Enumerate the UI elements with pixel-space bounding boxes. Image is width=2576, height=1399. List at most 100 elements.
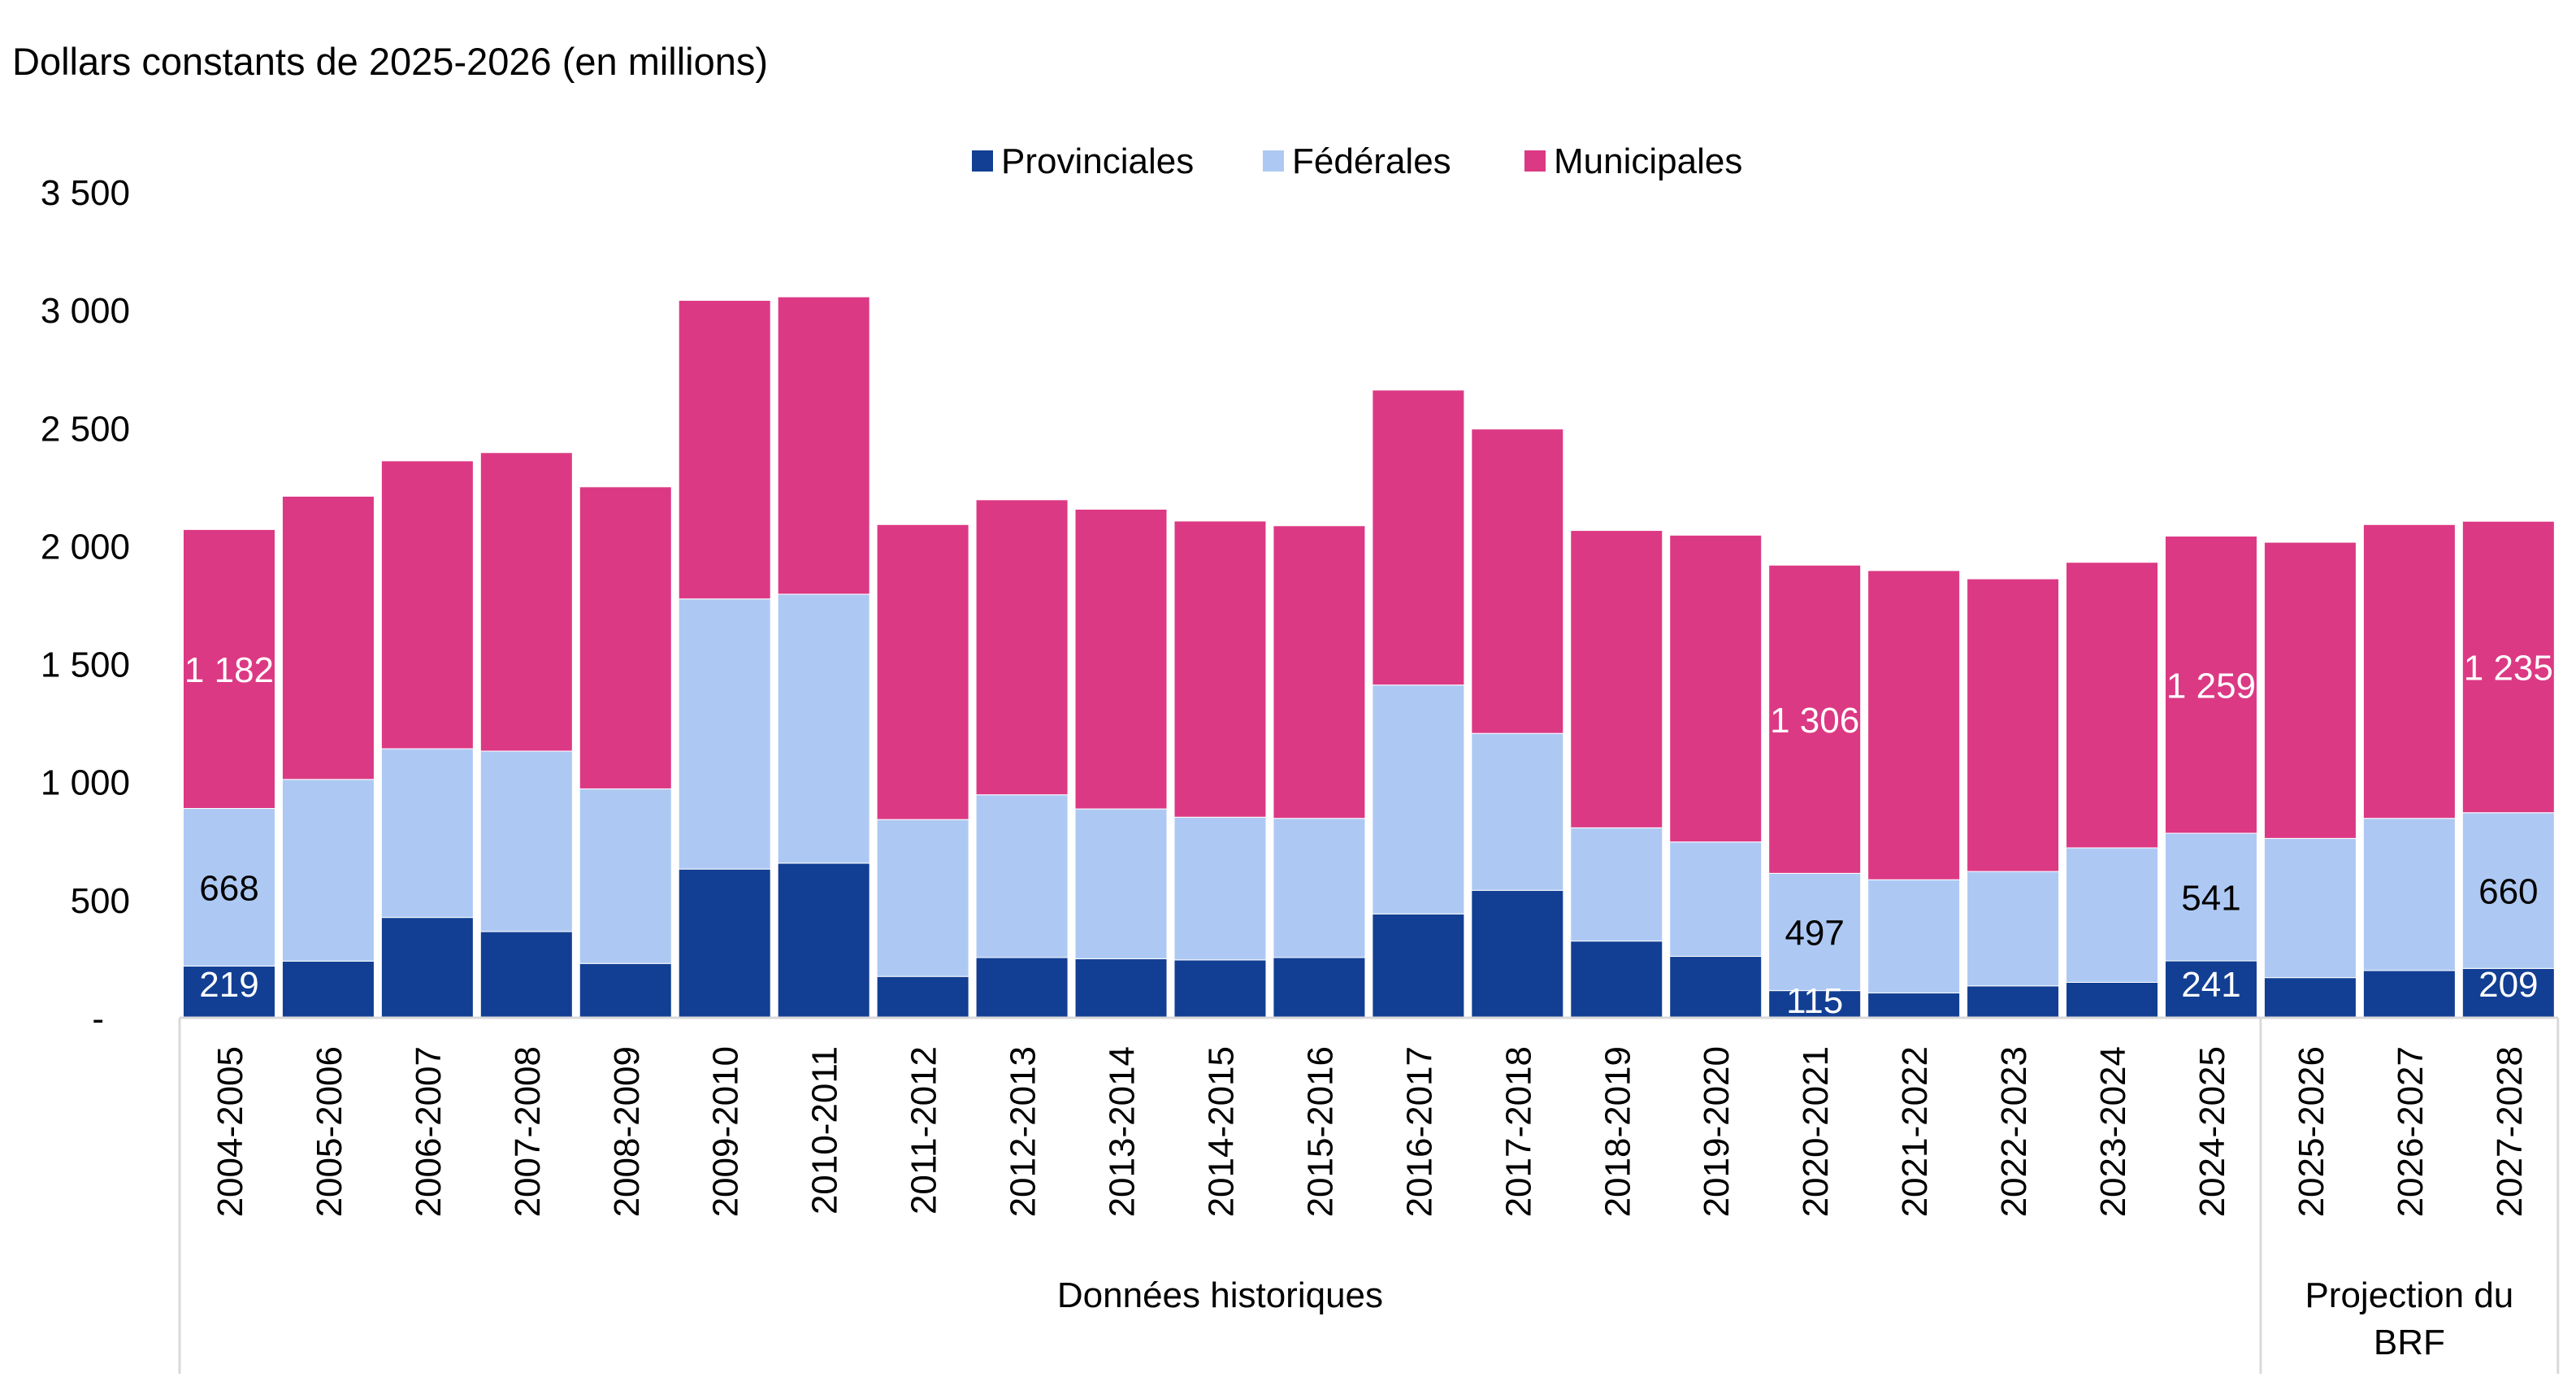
x-tick-label: 2011-2012	[904, 1046, 944, 1214]
bar-municipales-2019-2020	[1669, 534, 1763, 843]
data-labels: 219 668 1 182 115 497 1 306 241 541 1 259 209 660 1…	[184, 648, 2553, 1021]
legend-item-federales: Fédérales	[1263, 141, 1451, 181]
bar-federales-2018-2019	[1570, 827, 1663, 942]
bar-federales-2010-2011	[777, 593, 870, 864]
bar-provinciales-2019-2020	[1669, 956, 1763, 1019]
bar-provinciales-2023-2024	[2066, 981, 2159, 1019]
bar-municipales-2023-2024	[2066, 562, 2159, 849]
bar-provinciales-2024-2025	[2164, 960, 2257, 1019]
bar-federales-2007-2008	[479, 750, 573, 932]
bar-municipales-2015-2016	[1273, 525, 1366, 819]
data-label: 497	[1785, 913, 1844, 953]
data-label: 219	[199, 965, 258, 1005]
bar-provinciales-2004-2005	[182, 965, 275, 1019]
bar-federales-2019-2020	[1669, 841, 1763, 958]
bar-federales-2020-2021	[1768, 872, 1862, 992]
bar-federales-2013-2014	[1074, 808, 1168, 959]
bar-federales-2014-2015	[1173, 816, 1267, 961]
bar-municipales-2009-2010	[678, 300, 771, 600]
bar-federales-2023-2024	[2066, 847, 2159, 983]
group-donnees-historiques: Données historiques	[1057, 1275, 1383, 1315]
bar-provinciales-2025-2026	[2263, 977, 2357, 1019]
x-tick-label: 2005-2006	[310, 1046, 349, 1217]
group-label: BRF	[2374, 1323, 2445, 1362]
bar-provinciales-2005-2006	[281, 960, 375, 1019]
group-projection-du-brf: Projection du BRF	[2305, 1275, 2513, 1362]
legend-item-provinciales: Provinciales	[972, 141, 1194, 181]
bar-municipales-2007-2008	[479, 452, 573, 752]
bar-provinciales-2006-2007	[380, 917, 474, 1019]
data-label: 1 235	[2464, 648, 2553, 688]
bar-federales-2025-2026	[2263, 837, 2357, 979]
legend-label: Fédérales	[1292, 141, 1451, 181]
legend-swatch	[972, 150, 993, 172]
x-tick-label: 2006-2007	[409, 1046, 449, 1217]
y-tick-label: 1 500	[41, 645, 130, 685]
data-label: 1 182	[184, 650, 274, 690]
bar-municipales-2016-2017	[1372, 389, 1465, 686]
bar-federales-2004-2005	[182, 808, 275, 967]
bar-municipales-2024-2025	[2164, 536, 2257, 834]
group-label: Données historiques	[1057, 1275, 1383, 1315]
bar-municipales-2026-2027	[2362, 524, 2456, 819]
bar-municipales-2010-2011	[777, 296, 870, 595]
bar-municipales-2004-2005	[182, 528, 275, 810]
bar-federales-2026-2027	[2362, 818, 2456, 971]
bar-federales-2015-2016	[1273, 818, 1366, 958]
bar-provinciales-2015-2016	[1273, 957, 1366, 1019]
legend-swatch	[1524, 150, 1546, 172]
bar-federales-2027-2028	[2461, 812, 2555, 969]
bar-federales-2024-2025	[2164, 832, 2257, 962]
x-tick-label: 2012-2013	[1004, 1046, 1043, 1217]
bar-provinciales-2017-2018	[1471, 889, 1564, 1019]
bar-municipales-2020-2021	[1768, 564, 1862, 874]
x-tick-label: 2027-2028	[2490, 1046, 2530, 1217]
bar-municipales-2012-2013	[975, 499, 1069, 796]
x-tick-label: 2025-2026	[2292, 1046, 2331, 1217]
bar-provinciales-2014-2015	[1173, 959, 1267, 1019]
bar-municipales-2013-2014	[1074, 508, 1168, 810]
x-tick-label: 2020-2021	[1796, 1046, 1836, 1217]
bar-federales-2022-2023	[1967, 871, 2060, 987]
bar-federales-2006-2007	[380, 748, 474, 919]
data-label: 1 306	[1770, 701, 1859, 741]
bar-municipales-2006-2007	[380, 460, 474, 749]
bar-provinciales-2011-2012	[876, 975, 969, 1019]
bar-provinciales-2012-2013	[975, 957, 1069, 1019]
group-label: Projection du	[2305, 1275, 2513, 1315]
x-tick-label: 2008-2009	[607, 1046, 647, 1217]
y-tick-label: -	[92, 999, 104, 1039]
bar-provinciales-2021-2022	[1867, 993, 1961, 1019]
data-label: 115	[1786, 981, 1843, 1021]
bar-provinciales-2016-2017	[1372, 913, 1465, 1019]
x-tick-label: 2017-2018	[1498, 1046, 1538, 1217]
y-tick-label: 1 000	[41, 763, 130, 803]
bar-provinciales-2020-2021	[1768, 990, 1862, 1019]
bar-municipales-2017-2018	[1471, 428, 1564, 734]
x-tick-label: 2021-2022	[1895, 1046, 1935, 1217]
bar-municipales-2005-2006	[281, 495, 375, 780]
bar-federales-2011-2012	[876, 819, 969, 977]
bar-provinciales-2007-2008	[479, 931, 573, 1019]
x-axis: 2004-2005 2005-2006 2006-2007 2007-2008 2008…	[180, 1016, 2558, 1217]
bar-provinciales-2013-2014	[1074, 958, 1168, 1019]
y-tick-label: 3 500	[41, 173, 130, 213]
bar-federales-2016-2017	[1372, 684, 1465, 915]
bar-municipales-2011-2012	[876, 524, 969, 820]
legend-label: Municipales	[1554, 141, 1742, 181]
x-tick-label: 2013-2014	[1103, 1046, 1143, 1217]
bar-provinciales-2008-2009	[579, 962, 672, 1019]
chart-title: Dollars constants de 2025-2026 (en milli…	[12, 40, 768, 83]
bar-federales-2008-2009	[579, 788, 672, 964]
bar-federales-2009-2010	[678, 598, 771, 870]
x-tick-label: 2026-2027	[2391, 1046, 2431, 1217]
bars	[182, 296, 2555, 1019]
x-tick-label: 2024-2025	[2192, 1046, 2232, 1217]
bar-municipales-2014-2015	[1173, 520, 1267, 818]
x-tick-label: 2022-2023	[1994, 1046, 2034, 1217]
data-label: 668	[199, 868, 258, 908]
y-tick-label: 500	[71, 881, 130, 921]
legend: Provinciales Fédérales Municipales	[972, 141, 1742, 181]
